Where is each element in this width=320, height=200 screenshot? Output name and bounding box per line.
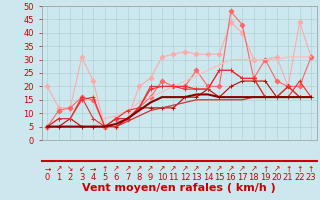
Text: 1: 1 xyxy=(56,172,61,182)
Text: 22: 22 xyxy=(294,172,305,182)
Text: ↗: ↗ xyxy=(205,164,211,173)
Text: ↙: ↙ xyxy=(78,164,85,173)
Text: 8: 8 xyxy=(136,172,142,182)
Text: 10: 10 xyxy=(157,172,167,182)
Text: →: → xyxy=(90,164,96,173)
Text: 15: 15 xyxy=(214,172,225,182)
Text: 12: 12 xyxy=(180,172,190,182)
Text: ↗: ↗ xyxy=(124,164,131,173)
Text: ↘: ↘ xyxy=(67,164,74,173)
Text: 3: 3 xyxy=(79,172,84,182)
Text: 18: 18 xyxy=(248,172,259,182)
Text: 9: 9 xyxy=(148,172,153,182)
Text: ↑: ↑ xyxy=(308,164,314,173)
Text: ↗: ↗ xyxy=(251,164,257,173)
Text: 21: 21 xyxy=(283,172,293,182)
Text: ↗: ↗ xyxy=(239,164,245,173)
Text: 20: 20 xyxy=(271,172,282,182)
Text: ↗: ↗ xyxy=(170,164,177,173)
Text: ↗: ↗ xyxy=(182,164,188,173)
Text: ↗: ↗ xyxy=(56,164,62,173)
Text: 4: 4 xyxy=(91,172,96,182)
Text: 11: 11 xyxy=(168,172,179,182)
Text: ↗: ↗ xyxy=(147,164,154,173)
Text: ↗: ↗ xyxy=(113,164,119,173)
Text: ↑: ↑ xyxy=(296,164,303,173)
Text: 0: 0 xyxy=(45,172,50,182)
Text: ↗: ↗ xyxy=(228,164,234,173)
Text: ↗: ↗ xyxy=(159,164,165,173)
Text: ↗: ↗ xyxy=(136,164,142,173)
Text: 2: 2 xyxy=(68,172,73,182)
Text: 6: 6 xyxy=(114,172,119,182)
Text: 19: 19 xyxy=(260,172,270,182)
Text: Vent moyen/en rafales ( km/h ): Vent moyen/en rafales ( km/h ) xyxy=(82,183,276,193)
Text: 13: 13 xyxy=(191,172,202,182)
Text: 17: 17 xyxy=(237,172,248,182)
Text: 5: 5 xyxy=(102,172,107,182)
Text: 23: 23 xyxy=(306,172,316,182)
Text: ↑: ↑ xyxy=(101,164,108,173)
Text: ↑: ↑ xyxy=(285,164,291,173)
Text: →: → xyxy=(44,164,51,173)
Text: ↗: ↗ xyxy=(274,164,280,173)
Text: ↗: ↗ xyxy=(193,164,200,173)
Text: 14: 14 xyxy=(203,172,213,182)
Text: 7: 7 xyxy=(125,172,130,182)
Text: ↑: ↑ xyxy=(262,164,268,173)
Text: ↗: ↗ xyxy=(216,164,222,173)
Text: 16: 16 xyxy=(226,172,236,182)
